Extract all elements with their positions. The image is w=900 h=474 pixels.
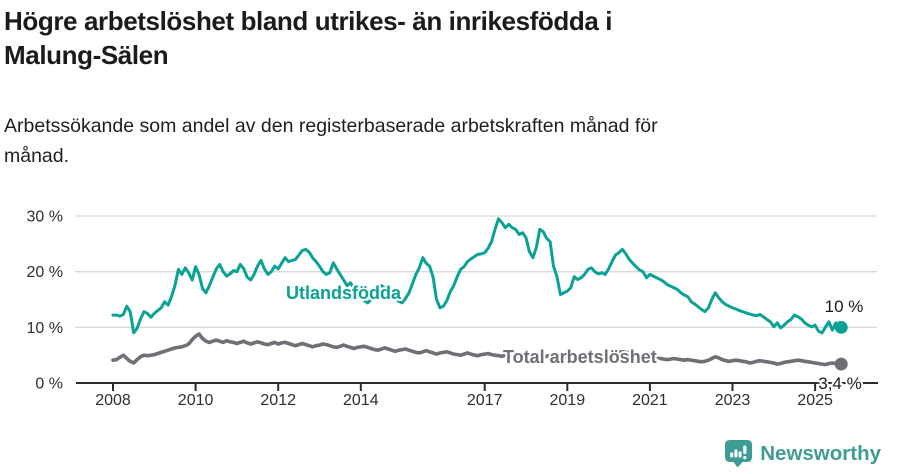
x-axis-tick-label: 2008 (95, 392, 131, 409)
title-line-1: Högre arbetslöshet bland utrikes- än inr… (4, 6, 613, 36)
subtitle-line-2: månad. (4, 145, 70, 167)
end-dot-total-arbetsloshet (834, 357, 848, 371)
y-axis-tick-label: 0 % (35, 376, 63, 393)
newsworthy-logo: Newsworthy (724, 439, 881, 468)
chart-bubble-icon (725, 440, 753, 468)
series-label-utlandsfodda: Utlandsfödda (286, 283, 402, 303)
series-line-utlandsfodda (111, 217, 841, 335)
series-lines (111, 217, 841, 367)
newsworthy-brand-text: Newsworthy (760, 441, 881, 465)
x-axis-tick-label: 2021 (632, 392, 668, 409)
x-axis-tick-label: 2019 (550, 392, 586, 409)
y-axis-tick-label: 10 % (27, 320, 63, 337)
x-axis: 2008 2010 2012 2014 2017 2019 2021 2023 2025 (76, 382, 878, 409)
x-axis-tick-label: 2017 (467, 392, 503, 409)
end-value-label-utlandsfodda: 10 % (825, 297, 864, 316)
end-dot-utlandsfodda (834, 320, 848, 334)
page-title: Högre arbetslöshet bland utrikes- än inr… (4, 4, 764, 72)
series-label-total-arbetsloshet: Total arbetslöshet (503, 347, 657, 367)
end-value-label-total: 3,4 % (818, 374, 861, 393)
title-line-2: Malung-Sälen (4, 40, 169, 70)
x-axis-tick-label: 2014 (343, 392, 379, 409)
x-axis-tick-label: 2023 (715, 392, 751, 409)
series-line-total-arbetsloshet (111, 332, 841, 367)
x-axis-tick-label: 2010 (178, 392, 214, 409)
y-axis-tick-label: 20 % (27, 264, 63, 281)
x-axis-tick-label: 2012 (260, 392, 296, 409)
series-end-dots (834, 320, 848, 371)
x-axis-tick-label: 2025 (797, 392, 833, 409)
y-axis-tick-label: 30 % (27, 208, 63, 225)
chart-subtitle: Arbetssökande som andel av den registerb… (4, 111, 844, 171)
subtitle-line-1: Arbetssökande som andel av den registerb… (4, 115, 658, 137)
gridlines: 0 % 10 % 20 % 30 % (27, 208, 877, 393)
